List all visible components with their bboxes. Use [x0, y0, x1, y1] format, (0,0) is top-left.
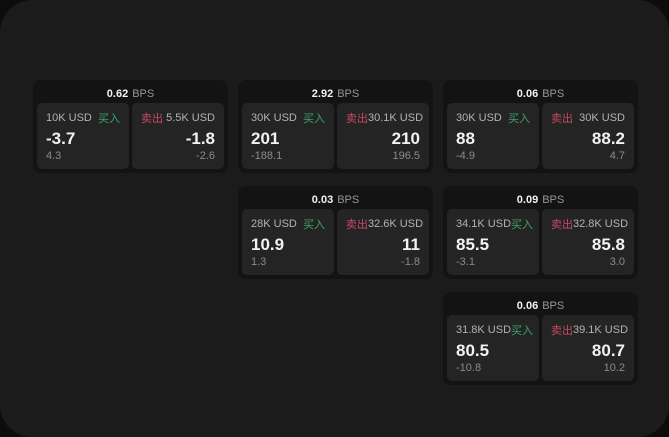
- quote-card: 0.03 BPS 28K USD 买入 10.9 1.3 卖出 32.6K US…: [238, 186, 433, 279]
- bps-value: 0.03: [311, 193, 334, 206]
- buy-size-label: 10K USD: [46, 112, 92, 124]
- bps-value: 0.09: [516, 193, 539, 206]
- buy-delta: 4.3: [46, 150, 62, 162]
- buy-panel[interactable]: 30K USD 买入 201 -188.1: [242, 103, 334, 169]
- buy-size-label: 34.1K USD: [456, 218, 512, 230]
- buy-side-label: 买入: [303, 113, 325, 125]
- bps-unit: BPS: [337, 87, 360, 100]
- buy-delta: -10.8: [456, 362, 482, 374]
- bps-value: 0.06: [516, 87, 539, 100]
- buy-price: 88: [456, 128, 475, 148]
- quote-card: 2.92 BPS 30K USD 买入 201 -188.1 卖出 30.1K …: [238, 80, 433, 173]
- bps-header: 0.06 BPS: [447, 296, 634, 315]
- buy-size-label: 31.8K USD: [456, 324, 512, 336]
- buy-panel[interactable]: 34.1K USD 买入 85.5 -3.1: [447, 209, 539, 275]
- bps-header: 0.06 BPS: [447, 84, 634, 103]
- buy-size-label: 30K USD: [251, 112, 297, 124]
- buy-delta: -3.1: [456, 256, 475, 268]
- sell-panel[interactable]: 卖出 32.6K USD 11 -1.8: [337, 209, 429, 275]
- sell-price: -1.8: [185, 128, 215, 148]
- quote-card: 0.09 BPS 34.1K USD 买入 85.5 -3.1 卖出 32.8K…: [443, 186, 638, 279]
- sell-size-label: 32.8K USD: [573, 218, 629, 230]
- buy-delta: -188.1: [251, 150, 283, 162]
- sell-delta: 10.2: [603, 362, 625, 374]
- sell-delta: -1.8: [401, 256, 420, 268]
- sell-panel[interactable]: 卖出 32.8K USD 85.8 3.0: [542, 209, 634, 275]
- sell-panel[interactable]: 卖出 5.5K USD -1.8 -2.6: [132, 103, 224, 169]
- sell-panel[interactable]: 卖出 30.1K USD 210 196.5: [337, 103, 429, 169]
- buy-panel[interactable]: 31.8K USD 买入 80.5 -10.8: [447, 315, 539, 381]
- buy-price: -3.7: [46, 128, 76, 148]
- sell-panel[interactable]: 卖出 30K USD 88.2 4.7: [542, 103, 634, 169]
- quote-card: 0.62 BPS 10K USD 买入 -3.7 4.3 卖出 5.5K USD: [33, 80, 228, 173]
- sell-price: 88.2: [591, 128, 625, 148]
- bps-value: 0.62: [106, 87, 129, 100]
- buy-side-label: 买入: [511, 325, 534, 337]
- sell-size-label: 32.6K USD: [368, 218, 424, 230]
- bps-header: 0.09 BPS: [447, 190, 634, 209]
- sell-delta: -2.6: [196, 150, 215, 162]
- buy-side-label: 买入: [508, 113, 530, 125]
- quote-cards-grid: 0.62 BPS 10K USD 买入 -3.7 4.3 卖出 5.5K USD: [33, 80, 638, 385]
- sell-side-label: 卖出: [141, 113, 163, 125]
- sell-side-label: 卖出: [346, 219, 368, 231]
- bps-unit: BPS: [542, 299, 565, 312]
- sell-panel[interactable]: 卖出 39.1K USD 80.7 10.2: [542, 315, 634, 381]
- sell-price: 80.7: [591, 340, 625, 360]
- buy-panel[interactable]: 10K USD 买入 -3.7 4.3: [37, 103, 129, 169]
- buy-side-label: 买入: [98, 113, 120, 125]
- sell-side-label: 卖出: [346, 113, 368, 125]
- sell-side-label: 卖出: [551, 219, 573, 231]
- buy-side-label: 买入: [511, 219, 534, 231]
- sell-price: 85.8: [591, 234, 625, 254]
- sell-side-label: 卖出: [551, 113, 573, 125]
- bps-unit: BPS: [132, 87, 155, 100]
- buy-panel[interactable]: 30K USD 买入 88 -4.9: [447, 103, 539, 169]
- sell-delta: 4.7: [609, 150, 625, 162]
- buy-size-label: 30K USD: [456, 112, 502, 124]
- buy-side-label: 买入: [303, 219, 325, 231]
- buy-size-label: 28K USD: [251, 218, 297, 230]
- quote-card: 0.06 BPS 30K USD 买入 88 -4.9 卖出 30K USD: [443, 80, 638, 173]
- sell-size-label: 39.1K USD: [573, 324, 629, 336]
- bps-unit: BPS: [542, 87, 565, 100]
- sell-size-label: 5.5K USD: [166, 112, 215, 124]
- bps-value: 2.92: [311, 87, 334, 100]
- sell-size-label: 30.1K USD: [368, 112, 424, 124]
- bps-unit: BPS: [337, 193, 360, 206]
- buy-delta: -4.9: [456, 150, 475, 162]
- sell-side-label: 卖出: [551, 325, 573, 337]
- bps-header: 0.62 BPS: [37, 84, 224, 103]
- bps-value: 0.06: [516, 299, 539, 312]
- bps-header: 0.03 BPS: [242, 190, 429, 209]
- buy-delta: 1.3: [251, 256, 267, 268]
- buy-price: 80.5: [456, 340, 490, 360]
- buy-price: 85.5: [456, 234, 490, 254]
- sell-price: 210: [391, 128, 420, 148]
- bps-unit: BPS: [542, 193, 565, 206]
- sell-price: 11: [402, 234, 420, 254]
- sell-delta: 3.0: [609, 256, 625, 268]
- sell-delta: 196.5: [392, 150, 420, 162]
- buy-panel[interactable]: 28K USD 买入 10.9 1.3: [242, 209, 334, 275]
- bps-header: 2.92 BPS: [242, 84, 429, 103]
- sell-size-label: 30K USD: [579, 112, 625, 124]
- buy-price: 10.9: [251, 234, 285, 254]
- buy-price: 201: [251, 128, 280, 148]
- quote-card: 0.06 BPS 31.8K USD 买入 80.5 -10.8 卖出 39.1…: [443, 292, 638, 385]
